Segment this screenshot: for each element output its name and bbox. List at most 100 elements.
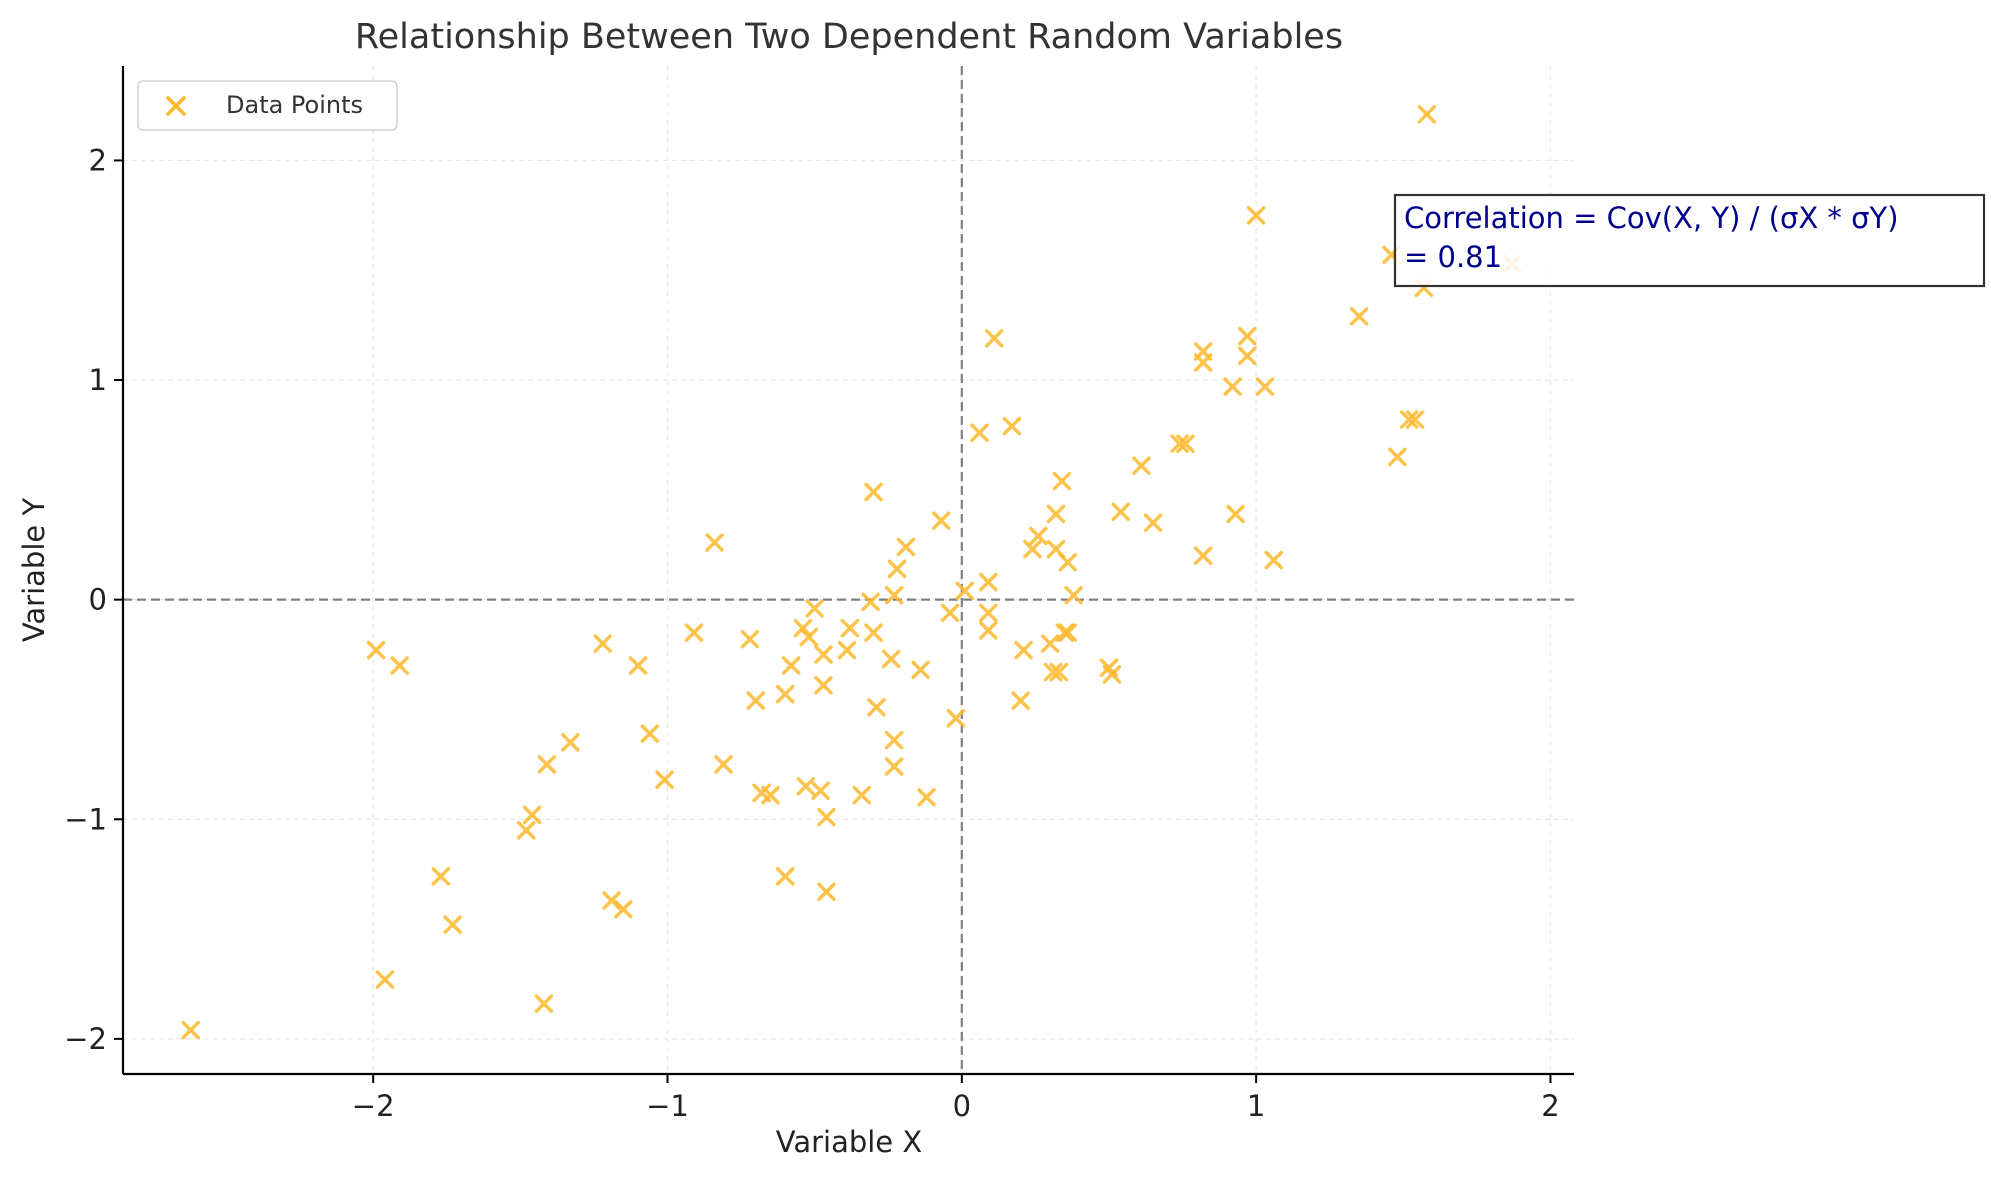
data-point: [705, 533, 724, 552]
data-point: [640, 724, 660, 743]
reference-lines: [123, 66, 1574, 1074]
annotation-line-1: Correlation = Cov(X, Y) / (σX * σY): [1404, 201, 1899, 235]
data-point: [1255, 377, 1275, 396]
data-point: [1132, 456, 1151, 475]
data-point: [946, 708, 966, 728]
data-point: [746, 691, 766, 710]
data-point: [614, 900, 633, 919]
data-point: [375, 970, 395, 989]
data-point: [867, 698, 886, 717]
data-point: [1064, 586, 1083, 605]
legend: Data Points: [137, 80, 398, 131]
data-point: [1226, 504, 1245, 524]
data-point: [534, 994, 554, 1013]
data-point: [775, 867, 795, 886]
data-point: [917, 788, 936, 807]
data-point: [837, 640, 857, 660]
grid-lines: [123, 66, 1574, 1074]
data-point: [817, 807, 836, 827]
data-point: [1176, 434, 1195, 453]
data-point: [979, 621, 998, 640]
data-point: [561, 733, 580, 752]
data-point: [366, 640, 386, 660]
data-point: [931, 511, 951, 530]
chart-title: Relationship Between Two Dependent Rando…: [355, 17, 1343, 57]
data-point: [984, 329, 1004, 348]
data-point: [884, 586, 904, 605]
data-points: [181, 105, 1522, 1040]
x-tick-label: −1: [646, 1089, 689, 1123]
data-point: [805, 599, 824, 618]
x-tick-label: −2: [352, 1089, 395, 1123]
data-point: [761, 785, 780, 805]
data-point: [852, 785, 871, 805]
data-point: [887, 559, 907, 579]
data-point: [1264, 550, 1284, 570]
y-tick-label: −2: [64, 1022, 107, 1056]
legend-label-data-points: Data Points: [226, 91, 363, 119]
data-point: [1040, 634, 1060, 653]
legend-box: [137, 80, 398, 131]
y-tick-label: −1: [64, 802, 107, 836]
data-point: [1023, 539, 1042, 559]
data-point: [593, 634, 612, 653]
data-point: [861, 592, 880, 612]
data-point: [1170, 434, 1189, 453]
data-point: [1405, 410, 1425, 429]
legend-marker: [166, 96, 186, 116]
data-point: [811, 781, 830, 800]
data-point: [1111, 502, 1130, 522]
data-point: [1193, 546, 1213, 565]
annotation-box: [1393, 193, 1986, 288]
data-point: [740, 629, 760, 649]
data-point: [864, 623, 883, 642]
data-point: [1002, 416, 1022, 436]
data-point: [1388, 447, 1407, 467]
data-point: [1029, 526, 1048, 546]
data-point: [1223, 377, 1242, 396]
data-point: [1349, 307, 1369, 326]
data-point: [796, 777, 816, 796]
data-point: [1417, 105, 1437, 124]
data-point: [814, 676, 833, 695]
data-point: [684, 623, 704, 642]
data-point: [884, 757, 904, 776]
data-point: [955, 581, 975, 601]
data-point: [864, 482, 883, 502]
x-tick-label: 1: [1247, 1089, 1265, 1123]
data-point: [840, 618, 860, 638]
data-point: [814, 645, 833, 664]
data-point: [1143, 513, 1163, 533]
data-point: [537, 755, 557, 774]
data-point: [1102, 665, 1122, 684]
data-point: [431, 867, 451, 886]
x-tick-label: 0: [953, 1089, 971, 1123]
y-tick-label: 2: [89, 143, 107, 177]
data-point: [1058, 623, 1078, 642]
data-point: [1246, 206, 1266, 225]
data-point: [1011, 691, 1030, 710]
data-point: [1238, 326, 1257, 346]
data-point: [781, 656, 801, 675]
annotation-line-2: = 0.81: [1404, 240, 1502, 274]
data-point: [775, 684, 795, 704]
y-axis-label: Variable Y: [17, 498, 51, 643]
data-point: [1399, 410, 1419, 429]
data-point: [799, 627, 819, 647]
data-point: [793, 618, 813, 638]
x-axis-ticks: −2 −1 0 1 2: [352, 1074, 1560, 1123]
data-point: [884, 730, 904, 750]
data-point: [979, 603, 998, 623]
y-tick-label: 1: [89, 363, 107, 397]
data-point: [1043, 662, 1063, 682]
data-point: [522, 805, 542, 825]
data-point: [1049, 662, 1069, 682]
data-point: [714, 755, 733, 774]
data-point: [1052, 471, 1072, 491]
correlation-annotation: Correlation = Cov(X, Y) / (σX * σY) = 0.…: [1393, 193, 1986, 288]
x-tick-label: 2: [1541, 1089, 1559, 1123]
data-point: [1193, 353, 1213, 372]
data-point: [1055, 623, 1075, 642]
data-point: [896, 537, 916, 557]
